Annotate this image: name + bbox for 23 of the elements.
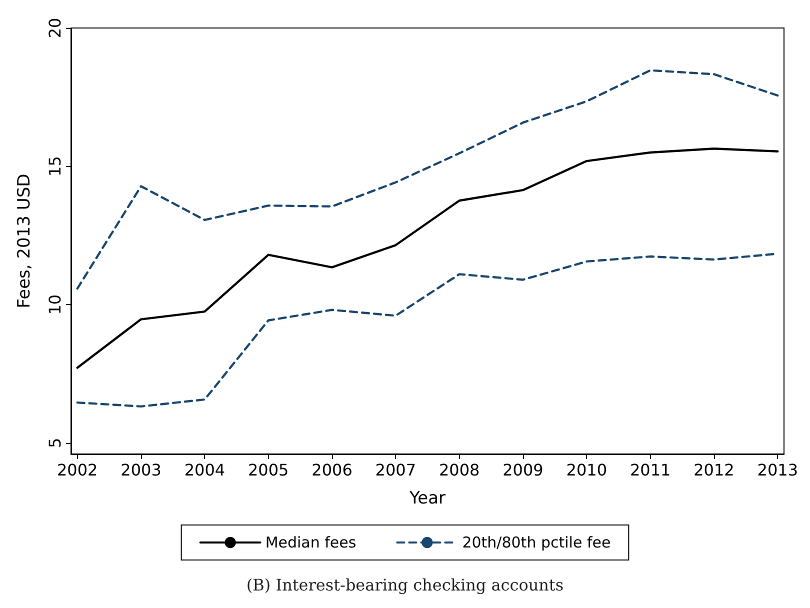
x-tick-label: 2005 [248,460,289,480]
x-tick-label: 2013 [757,460,798,480]
y-tick-label: 10 [46,294,64,315]
x-tick-label: 2003 [120,460,162,480]
x-tick-label: 2002 [57,460,98,480]
y-axis-title: Fees, 2013 USD [14,174,34,308]
x-axis-title: Year [408,488,446,508]
x-tick-label: 2006 [312,460,352,480]
y-tick-label: 15 [46,156,64,176]
x-tick-label: 2009 [502,460,544,480]
line-series [76,69,779,290]
x-tick-label: 2010 [566,460,608,480]
x-tick-label: 2004 [184,460,226,480]
x-tick-label: 2007 [375,460,416,480]
text: (B) Interest-bearing checking accounts [246,576,564,594]
line-series [76,148,779,369]
x-tick-label: 2008 [438,460,480,480]
x-tick-label: 2011 [630,460,671,480]
legend-label: 20th/80th pctile fee [462,534,611,552]
legend-label: Median fees [265,534,356,552]
y-tick-label: 5 [46,438,64,448]
y-tick-label: 20 [46,18,64,38]
x-tick-label: 2012 [694,460,734,480]
